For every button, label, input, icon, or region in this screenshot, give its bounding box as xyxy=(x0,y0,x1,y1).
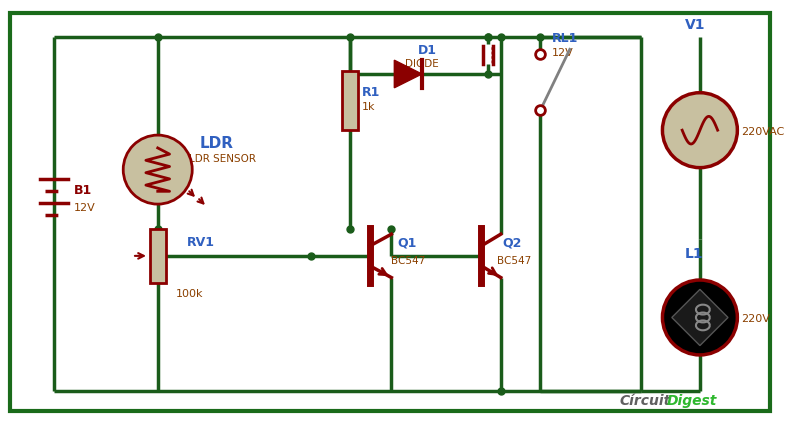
Polygon shape xyxy=(395,60,422,88)
Text: D1: D1 xyxy=(418,44,437,57)
Text: RV1: RV1 xyxy=(187,236,215,249)
Text: RL1: RL1 xyxy=(552,33,578,45)
Text: LDR: LDR xyxy=(199,136,233,151)
Text: Q1: Q1 xyxy=(397,236,417,249)
FancyBboxPatch shape xyxy=(342,71,358,130)
Text: Círcuit: Círcuit xyxy=(619,394,670,408)
Text: BC547: BC547 xyxy=(497,256,531,266)
Text: L1: L1 xyxy=(685,247,704,261)
Text: DIODE: DIODE xyxy=(405,59,439,69)
Text: 220V: 220V xyxy=(741,315,770,324)
Text: LDR SENSOR: LDR SENSOR xyxy=(189,154,256,164)
Text: Digest: Digest xyxy=(666,394,717,408)
Text: 1k: 1k xyxy=(361,103,375,112)
Text: 12V: 12V xyxy=(74,203,96,213)
Circle shape xyxy=(123,135,192,204)
Text: R1: R1 xyxy=(361,86,380,99)
FancyBboxPatch shape xyxy=(149,229,165,283)
Polygon shape xyxy=(672,290,728,346)
Circle shape xyxy=(662,280,737,355)
Text: B1: B1 xyxy=(74,184,93,197)
Text: 220VAC: 220VAC xyxy=(741,127,785,137)
Text: 100k: 100k xyxy=(176,289,203,299)
Text: BC547: BC547 xyxy=(392,256,426,266)
Text: V1: V1 xyxy=(685,18,706,32)
Circle shape xyxy=(662,93,737,167)
Text: 12V: 12V xyxy=(552,48,573,58)
Text: Q2: Q2 xyxy=(503,236,522,249)
